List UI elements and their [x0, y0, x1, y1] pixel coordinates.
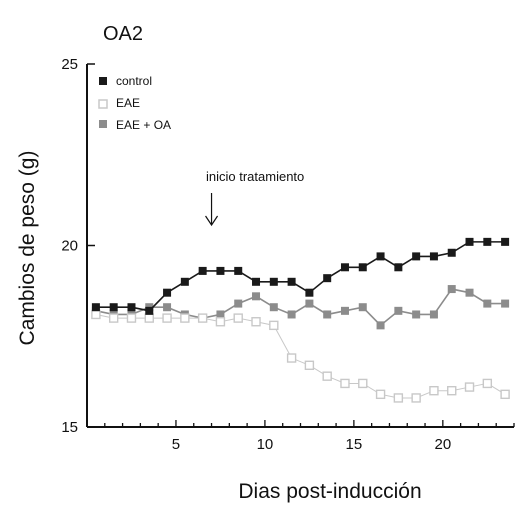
data-point-control — [305, 288, 314, 297]
data-point-control — [465, 237, 474, 246]
data-point-eae — [482, 378, 493, 389]
data-point-eae — [251, 317, 261, 327]
data-point-control — [323, 274, 332, 283]
data-point-eae-oa — [252, 292, 261, 301]
legend-label-control: control — [116, 74, 152, 88]
x-axis-label: Dias post-inducción — [238, 480, 421, 503]
data-point-eae — [197, 313, 208, 323]
data-point-eae — [429, 386, 439, 396]
data-point-control — [145, 306, 154, 315]
data-point-control — [91, 303, 100, 312]
legend-marker-eae — [98, 99, 108, 109]
data-point-control — [109, 303, 118, 312]
series-layer — [91, 237, 510, 403]
data-point-control — [483, 237, 492, 246]
y-tick-label: 20 — [61, 238, 78, 255]
data-point-eae-oa — [465, 288, 474, 297]
x-tick-label: 20 — [434, 436, 451, 453]
legend-marker-control — [99, 77, 107, 85]
data-point-eae-oa — [412, 310, 421, 319]
data-point-eae-oa — [376, 321, 385, 330]
data-point-control — [412, 252, 421, 261]
data-point-control — [287, 277, 296, 286]
data-point-eae-oa — [234, 299, 243, 308]
data-point-eae — [233, 313, 243, 323]
data-point-eae — [393, 393, 404, 403]
legend-marker-eae-oa — [99, 120, 107, 128]
data-point-eae — [500, 389, 510, 400]
data-point-eae — [91, 309, 101, 320]
data-point-eae-oa — [501, 299, 510, 308]
data-point-eae — [215, 317, 226, 327]
data-point-control — [429, 252, 438, 261]
data-point-eae — [304, 360, 315, 370]
data-point-control — [216, 266, 225, 275]
data-point-eae-oa — [358, 303, 367, 312]
data-point-control — [234, 266, 243, 275]
data-point-eae — [269, 320, 279, 331]
data-point-eae-oa — [216, 310, 225, 319]
y-axis-label: Cambios de peso (g) — [16, 151, 39, 346]
data-point-eae — [322, 371, 332, 381]
data-point-control — [269, 277, 278, 286]
data-point-eae — [144, 313, 154, 323]
y-tick-label: 25 — [61, 56, 78, 73]
data-point-control — [180, 277, 189, 286]
series-line-eae — [95, 313, 506, 399]
data-point-control — [252, 277, 261, 286]
data-point-control — [127, 303, 136, 312]
data-point-eae-oa — [340, 306, 349, 315]
data-point-eae-oa — [287, 310, 296, 319]
x-tick-label: 10 — [257, 436, 274, 453]
data-point-eae — [464, 382, 475, 392]
annotation-label: inicio tratamiento — [206, 169, 304, 184]
data-point-control — [501, 237, 510, 246]
data-point-eae — [108, 313, 119, 323]
data-point-eae — [340, 378, 350, 389]
legend-label-eae: EAE — [116, 96, 140, 110]
data-point-eae — [286, 353, 297, 363]
data-point-eae-oa — [163, 303, 172, 312]
panel-title: OA2 — [103, 23, 143, 45]
data-point-control — [163, 288, 172, 297]
data-point-eae — [375, 389, 386, 400]
data-point-control — [198, 266, 207, 275]
data-point-eae-oa — [269, 303, 278, 312]
data-point-eae — [126, 313, 137, 323]
series-line-eae-oa — [95, 288, 506, 327]
data-point-eae — [358, 378, 368, 389]
y-tick-label: 15 — [61, 419, 78, 436]
axis-ticks: 5 10 15 20 15 20 25 — [61, 56, 515, 453]
data-point-control — [447, 248, 456, 257]
x-tick-label: 15 — [346, 436, 363, 453]
data-point-control — [376, 252, 385, 261]
data-point-control — [358, 263, 367, 272]
data-point-eae-oa — [447, 285, 456, 294]
data-point-eae-oa — [394, 306, 403, 315]
data-point-eae-oa — [305, 299, 314, 308]
data-point-eae-oa — [323, 310, 332, 319]
data-point-control — [340, 263, 349, 272]
legend: control EAE EAE + OA — [98, 74, 171, 132]
x-tick-label: 5 — [172, 436, 180, 453]
data-point-eae — [411, 393, 421, 403]
data-point-control — [394, 263, 403, 272]
data-point-eae-oa — [483, 299, 492, 308]
annotation-arrow-head — [205, 215, 219, 227]
data-point-eae — [162, 313, 172, 323]
annotation-arrow — [205, 193, 219, 227]
data-point-eae — [447, 386, 457, 396]
data-point-eae-oa — [429, 310, 438, 319]
data-point-eae — [180, 313, 190, 323]
legend-label-eae-oa: EAE + OA — [116, 118, 171, 132]
